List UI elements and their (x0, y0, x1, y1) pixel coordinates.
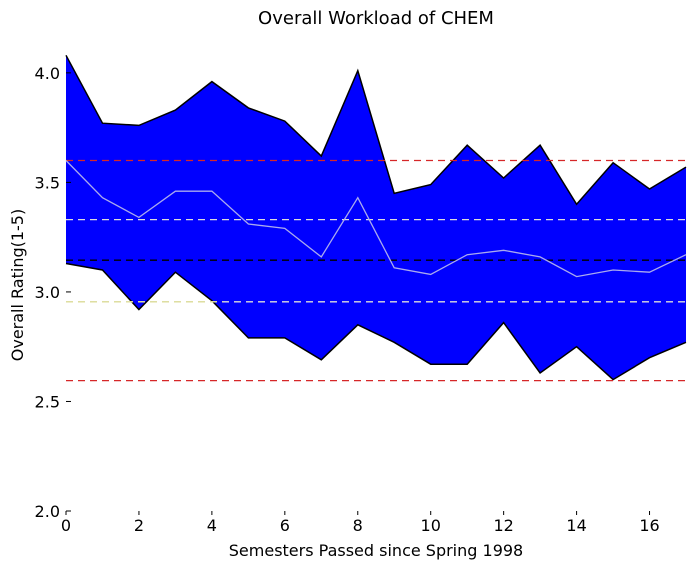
y-tick-label: 2.5 (35, 392, 60, 411)
workload-band (66, 55, 686, 380)
y-axis: 2.0 2.5 3.0 3.5 4.0 (35, 64, 71, 521)
y-tick-label: 4.0 (35, 64, 60, 83)
y-axis-label: Overall Rating(1-5) (8, 209, 27, 361)
x-tick-label: 0 (61, 516, 71, 535)
x-tick-label: 16 (639, 516, 659, 535)
x-axis-label: Semesters Passed since Spring 1998 (229, 541, 523, 560)
x-axis: 0 2 4 6 8 10 12 14 16 (61, 511, 660, 535)
y-tick-label: 3.0 (35, 283, 60, 302)
x-tick-label: 2 (134, 516, 144, 535)
x-tick-label: 12 (493, 516, 513, 535)
y-tick-label: 2.0 (35, 502, 60, 521)
y-tick-label: 3.5 (35, 173, 60, 192)
x-tick-label: 10 (421, 516, 441, 535)
x-tick-label: 6 (280, 516, 290, 535)
x-tick-label: 8 (353, 516, 363, 535)
plot-area (65, 54, 687, 382)
chart-title: Overall Workload of CHEM (258, 8, 494, 29)
x-tick-label: 4 (207, 516, 217, 535)
band-upper-edge (65, 54, 687, 206)
x-tick-label: 14 (566, 516, 586, 535)
mean-line (65, 160, 687, 278)
band-lower-edge (65, 262, 687, 381)
